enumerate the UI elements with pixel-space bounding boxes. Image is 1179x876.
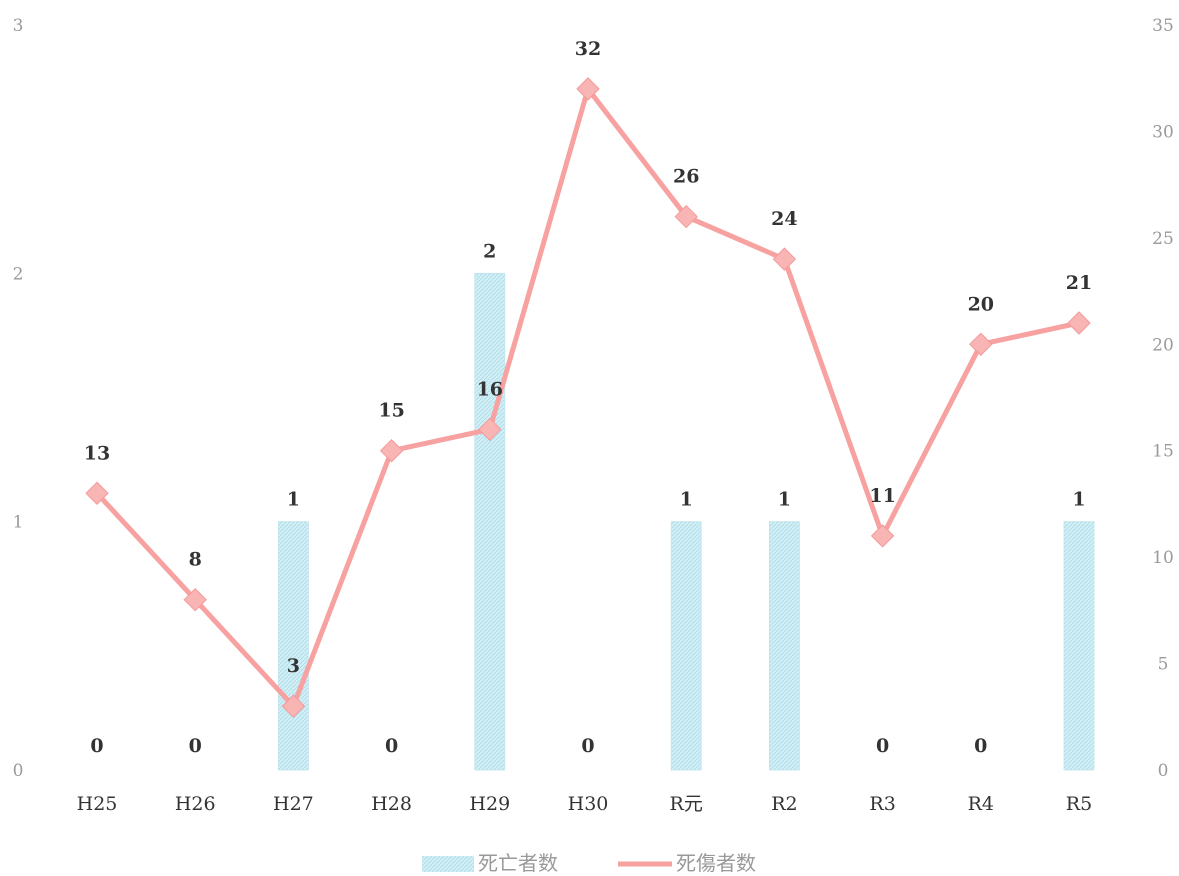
x-axis-tick: R4 xyxy=(968,793,994,815)
bar-data-label: 1 xyxy=(287,489,300,511)
line-point xyxy=(870,524,895,548)
bar-data-label: 0 xyxy=(189,735,202,757)
line-point xyxy=(183,588,207,612)
x-axis: H25 H26 H27 H28 H29 H30 R元 R2 R3 R4 R5 xyxy=(77,793,1093,815)
x-axis-tick: H28 xyxy=(371,793,412,815)
x-axis-tick: H25 xyxy=(77,793,118,815)
bar-data-label: 0 xyxy=(90,735,103,757)
line-point xyxy=(1067,311,1091,335)
right-axis-tick: 10 xyxy=(1152,548,1174,568)
line-point xyxy=(969,332,993,356)
left-axis: 0 1 2 3 xyxy=(13,16,24,781)
line-data-label: 3 xyxy=(287,655,300,677)
x-axis-tick: R元 xyxy=(670,793,703,815)
bar-data-label: 2 xyxy=(483,240,496,262)
line-data-label: 16 xyxy=(477,378,503,400)
bar xyxy=(277,521,309,771)
legend: 死亡者数 死傷者数 xyxy=(422,851,756,875)
line-data-label: 20 xyxy=(968,293,994,315)
x-axis-tick: R5 xyxy=(1066,793,1092,815)
bar-data-label: 0 xyxy=(974,735,987,757)
legend-swatch-bar xyxy=(422,856,474,872)
x-axis-tick: R2 xyxy=(771,793,797,815)
bar-data-label: 0 xyxy=(876,735,889,757)
bar xyxy=(1063,521,1095,771)
line-point xyxy=(281,694,306,718)
right-axis-tick: 0 xyxy=(1158,761,1169,781)
bar-data-label: 0 xyxy=(385,735,398,757)
x-axis-tick: H29 xyxy=(469,793,510,815)
bar xyxy=(474,272,506,771)
right-axis-tick: 25 xyxy=(1152,229,1174,249)
line-data-label: 24 xyxy=(771,208,797,230)
right-axis-tick: 20 xyxy=(1152,335,1174,355)
line-point xyxy=(379,439,404,463)
x-axis-tick: H26 xyxy=(175,793,216,815)
line-point xyxy=(674,204,698,229)
line-point xyxy=(576,77,600,101)
line-point xyxy=(478,417,502,442)
bar xyxy=(769,521,800,771)
line-point xyxy=(85,481,109,505)
series-line xyxy=(95,86,1080,709)
bar-data-label: 1 xyxy=(680,489,693,511)
left-axis-tick: 1 xyxy=(13,513,24,533)
line-data-label: 8 xyxy=(189,549,202,571)
left-axis-tick: 3 xyxy=(13,16,24,36)
right-axis-tick: 35 xyxy=(1152,16,1174,36)
bar xyxy=(670,521,702,771)
line-data-label: 11 xyxy=(869,485,895,507)
line-data-label: 32 xyxy=(575,38,601,60)
x-axis-tick: H30 xyxy=(568,793,609,815)
line-data-label: 26 xyxy=(673,166,699,188)
line-point xyxy=(772,247,797,271)
bar-data-label: 0 xyxy=(581,735,594,757)
right-axis-tick: 30 xyxy=(1152,122,1174,142)
x-axis-tick: R3 xyxy=(869,793,895,815)
x-axis-tick: H27 xyxy=(273,793,314,815)
right-axis-tick: 15 xyxy=(1152,442,1174,462)
left-axis-tick: 2 xyxy=(13,264,24,284)
bar-data-label: 1 xyxy=(778,489,791,511)
left-axis-tick: 0 xyxy=(13,761,24,781)
right-axis-tick: 5 xyxy=(1158,655,1169,675)
legend-label-bar: 死亡者数 xyxy=(478,851,558,875)
right-axis: 0 5 10 15 20 25 30 35 xyxy=(1152,16,1174,781)
bar-data-label: 1 xyxy=(1072,489,1085,511)
legend-label-line: 死傷者数 xyxy=(676,851,756,875)
line-data-label: 21 xyxy=(1066,272,1092,294)
line-data-label: 13 xyxy=(84,442,110,464)
line-data-label: 15 xyxy=(378,400,404,422)
